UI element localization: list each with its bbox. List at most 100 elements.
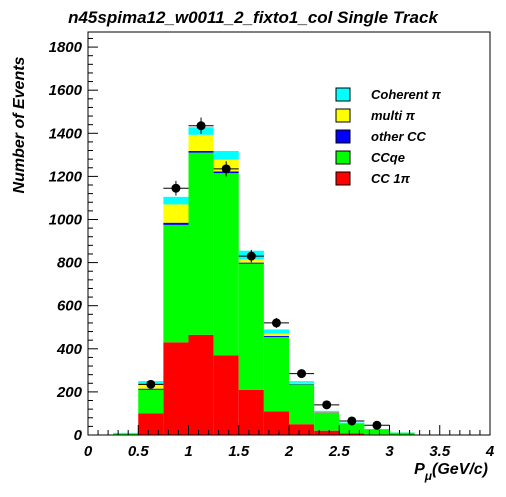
bar-segment <box>263 336 289 412</box>
bar-segment <box>314 430 340 435</box>
bar-segment <box>314 410 340 412</box>
legend-swatch <box>335 87 351 102</box>
x-tick-label: 4 <box>485 443 495 460</box>
x-tick-label: 3.5 <box>429 443 451 460</box>
data-point <box>289 369 315 379</box>
data-point <box>163 180 189 196</box>
x-tick-label: 3 <box>385 443 394 460</box>
data-markers <box>138 117 390 430</box>
x-axis-label-main: P <box>414 461 425 478</box>
data-marker <box>271 318 281 328</box>
series-1 <box>113 152 415 435</box>
bar-segment <box>389 432 415 435</box>
data-marker <box>372 420 382 430</box>
data-point <box>339 416 365 426</box>
bar-segment <box>213 355 239 435</box>
bar-segment <box>188 150 214 153</box>
x-axis: 0 0.5 1 1.5 2 2.5 3 3.5 4 <box>84 425 495 460</box>
data-point <box>364 420 390 430</box>
legend-entry: other CC <box>335 129 427 144</box>
x-axis-label-sub: μ <box>424 469 433 483</box>
legend-swatch <box>335 129 351 144</box>
bar-segment <box>138 413 164 435</box>
bar-segment <box>188 152 214 335</box>
legend-entry: Coherent π <box>335 87 442 102</box>
x-tick-label: 1 <box>184 443 192 460</box>
y-tick-label: 1800 <box>49 39 83 56</box>
data-point <box>188 117 214 134</box>
bar-segment <box>113 433 139 435</box>
x-axis-label: Pμ(GeV/c) <box>414 461 488 483</box>
y-tick-label: 1200 <box>49 168 83 185</box>
x-tick-label: 2.5 <box>328 443 351 460</box>
legend-label: multi π <box>371 108 416 123</box>
bar-segment <box>289 381 315 383</box>
legend-entry: multi π <box>335 108 416 123</box>
bar-segment <box>339 433 365 435</box>
bar-segment <box>163 204 189 223</box>
bar-segment <box>238 263 264 390</box>
legend-label: CC 1π <box>371 171 411 186</box>
bar-segment <box>339 423 365 434</box>
x-tick-label: 2 <box>284 443 294 460</box>
bar-segment <box>238 262 264 264</box>
bar-segment <box>263 335 289 337</box>
y-axis-label: Number of Events <box>11 56 28 193</box>
x-axis-label-unit: (GeV/c) <box>432 461 488 478</box>
bar-segment <box>289 382 315 384</box>
data-marker <box>322 400 332 410</box>
bar-segment <box>138 389 164 414</box>
bar-segment <box>263 411 289 435</box>
data-marker <box>297 369 307 379</box>
bar-segment <box>188 134 214 151</box>
plot-area <box>113 127 415 435</box>
bar-segment <box>289 424 315 435</box>
y-tick-label: 200 <box>56 384 83 401</box>
data-marker <box>196 121 206 131</box>
bar-segment <box>238 389 264 435</box>
data-marker <box>221 164 231 174</box>
bar-segment <box>364 429 390 435</box>
data-marker <box>347 416 357 426</box>
legend: Coherent π multi π other CC CCqe CC 1π <box>335 87 442 186</box>
data-point <box>238 249 264 263</box>
bar-segment <box>163 196 189 205</box>
legend-label: Coherent π <box>371 87 442 102</box>
data-marker <box>246 251 256 261</box>
data-point <box>138 379 164 389</box>
data-point <box>314 400 340 410</box>
y-tick-label: 1000 <box>49 211 83 228</box>
x-tick-label: 1.5 <box>228 443 250 460</box>
data-point <box>263 317 289 328</box>
x-tick-label: 0 <box>84 443 93 460</box>
bar-segment <box>263 329 289 334</box>
bar-segment <box>314 412 340 431</box>
bar-segment <box>138 388 164 390</box>
chart-title: n45spima12_w0011_2_fixto1_col Single Tra… <box>68 8 439 27</box>
legend-label: other CC <box>371 129 427 144</box>
y-tick-label: 0 <box>74 427 83 444</box>
data-point <box>213 161 239 177</box>
x-tick-label: 0.5 <box>128 443 150 460</box>
data-marker <box>146 379 156 389</box>
legend-swatch <box>335 171 351 186</box>
bar-segment <box>163 224 189 343</box>
bar-segment <box>163 342 189 435</box>
bar-segment <box>263 333 289 336</box>
bar-segment <box>289 383 315 385</box>
y-tick-label: 400 <box>56 341 83 358</box>
bar-segment <box>289 384 315 425</box>
legend-swatch <box>335 108 351 123</box>
legend-label: CCqe <box>371 150 405 165</box>
y-tick-label: 800 <box>57 255 83 272</box>
legend-swatch <box>335 150 351 165</box>
bar-segment <box>188 334 214 435</box>
y-tick-label: 1600 <box>49 82 83 99</box>
bar-segment <box>213 150 239 160</box>
y-axis: 0 200 400 600 800 1000 1200 1400 1600 1800 <box>49 37 98 444</box>
legend-entry: CCqe <box>335 150 405 165</box>
legend-entry: CC 1π <box>335 171 411 186</box>
series-0 <box>113 334 415 435</box>
y-tick-label: 1400 <box>49 125 83 142</box>
